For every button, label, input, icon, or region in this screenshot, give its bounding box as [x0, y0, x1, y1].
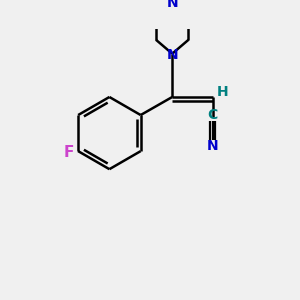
- Text: N: N: [167, 48, 178, 62]
- Text: N: N: [167, 0, 178, 10]
- Text: N: N: [207, 139, 219, 153]
- Text: H: H: [217, 85, 229, 100]
- Text: C: C: [208, 108, 218, 122]
- Text: F: F: [64, 146, 74, 160]
